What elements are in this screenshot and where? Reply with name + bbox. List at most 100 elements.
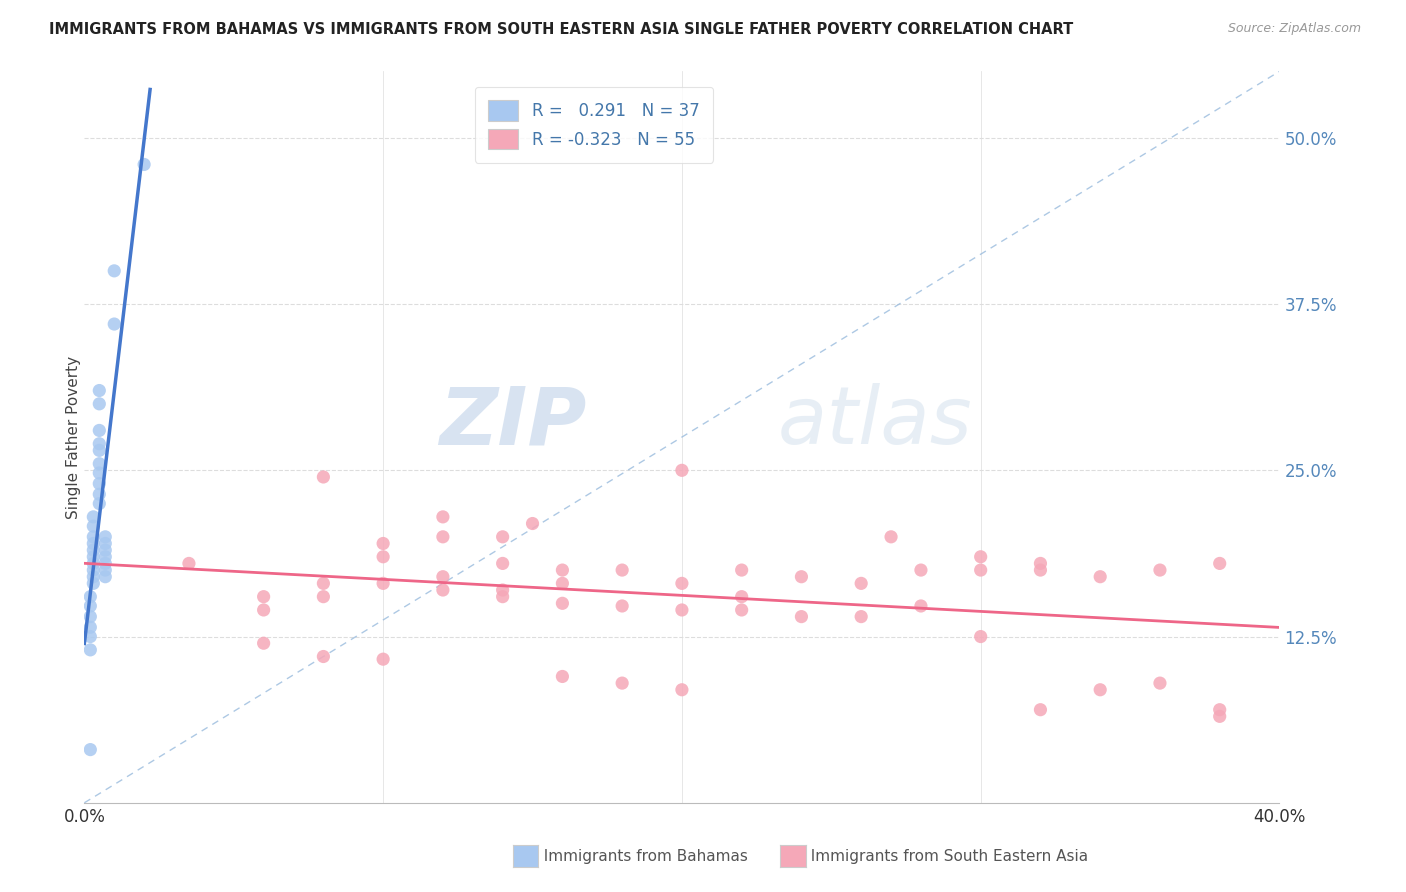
Point: [89, 457, 111, 471]
Point: [551, 576, 574, 591]
Point: [82, 549, 104, 564]
Point: [671, 463, 693, 477]
Point: [89, 497, 111, 511]
Point: [103, 317, 125, 331]
Point: [1209, 557, 1232, 571]
Point: [551, 669, 574, 683]
Point: [94, 549, 117, 564]
Point: [373, 549, 395, 564]
Point: [851, 609, 873, 624]
Point: [970, 563, 993, 577]
Point: [94, 570, 117, 584]
Point: [82, 557, 104, 571]
Point: [79, 599, 101, 613]
Text: IMMIGRANTS FROM BAHAMAS VS IMMIGRANTS FROM SOUTH EASTERN ASIA SINGLE FATHER POVE: IMMIGRANTS FROM BAHAMAS VS IMMIGRANTS FR…: [49, 22, 1073, 37]
Point: [253, 590, 276, 604]
Point: [671, 682, 693, 697]
Point: [731, 563, 754, 577]
Point: [253, 636, 276, 650]
Point: [910, 599, 932, 613]
Point: [312, 590, 335, 604]
Point: [551, 563, 574, 577]
Point: [612, 563, 634, 577]
Point: [82, 509, 104, 524]
Point: [492, 590, 515, 604]
Point: [432, 582, 454, 597]
Point: [89, 436, 111, 450]
Text: atlas: atlas: [778, 384, 973, 461]
Point: [177, 557, 200, 571]
Point: [79, 643, 101, 657]
Point: [492, 530, 515, 544]
Point: [1090, 682, 1112, 697]
Point: [79, 590, 101, 604]
Point: [612, 676, 634, 690]
Point: [89, 397, 111, 411]
Point: [89, 443, 111, 458]
Point: [94, 563, 117, 577]
Point: [253, 603, 276, 617]
Point: [82, 563, 104, 577]
Point: [373, 652, 395, 666]
Text: ZIP: ZIP: [439, 384, 586, 461]
Point: [1029, 563, 1052, 577]
Point: [79, 742, 101, 756]
Point: [132, 157, 156, 171]
Point: [492, 557, 515, 571]
Point: [312, 576, 335, 591]
Point: [1149, 676, 1171, 690]
Point: [312, 649, 335, 664]
Point: [373, 536, 395, 550]
Y-axis label: Single Father Poverty: Single Father Poverty: [66, 356, 80, 518]
Point: [851, 576, 873, 591]
Point: [790, 570, 813, 584]
Point: [89, 466, 111, 480]
Text: Source: ZipAtlas.com: Source: ZipAtlas.com: [1227, 22, 1361, 36]
Point: [79, 609, 101, 624]
Point: [970, 549, 993, 564]
Point: [731, 590, 754, 604]
Point: [82, 530, 104, 544]
Point: [89, 384, 111, 398]
Point: [79, 620, 101, 634]
Point: [82, 543, 104, 558]
Point: [612, 599, 634, 613]
Text: Immigrants from Bahamas: Immigrants from Bahamas: [534, 849, 748, 863]
Legend: R =   0.291   N = 37, R = -0.323   N = 55: R = 0.291 N = 37, R = -0.323 N = 55: [475, 87, 713, 162]
Point: [82, 519, 104, 533]
Point: [522, 516, 544, 531]
Point: [1029, 703, 1052, 717]
Point: [880, 530, 903, 544]
Point: [432, 530, 454, 544]
Point: [89, 476, 111, 491]
Point: [79, 630, 101, 644]
Point: [432, 570, 454, 584]
Point: [89, 424, 111, 438]
Point: [1090, 570, 1112, 584]
Point: [671, 603, 693, 617]
Point: [1209, 709, 1232, 723]
Point: [731, 603, 754, 617]
Point: [82, 536, 104, 550]
Point: [94, 557, 117, 571]
Point: [671, 576, 693, 591]
Point: [82, 570, 104, 584]
Point: [89, 487, 111, 501]
Point: [551, 596, 574, 610]
Point: [432, 509, 454, 524]
Point: [910, 563, 932, 577]
Point: [94, 536, 117, 550]
Point: [790, 609, 813, 624]
Point: [1029, 557, 1052, 571]
Point: [94, 543, 117, 558]
Point: [970, 630, 993, 644]
Point: [312, 470, 335, 484]
Point: [1209, 703, 1232, 717]
Point: [103, 264, 125, 278]
Point: [373, 576, 395, 591]
Text: Immigrants from South Eastern Asia: Immigrants from South Eastern Asia: [801, 849, 1088, 863]
Point: [492, 582, 515, 597]
Point: [94, 530, 117, 544]
Point: [1149, 563, 1171, 577]
Point: [82, 576, 104, 591]
